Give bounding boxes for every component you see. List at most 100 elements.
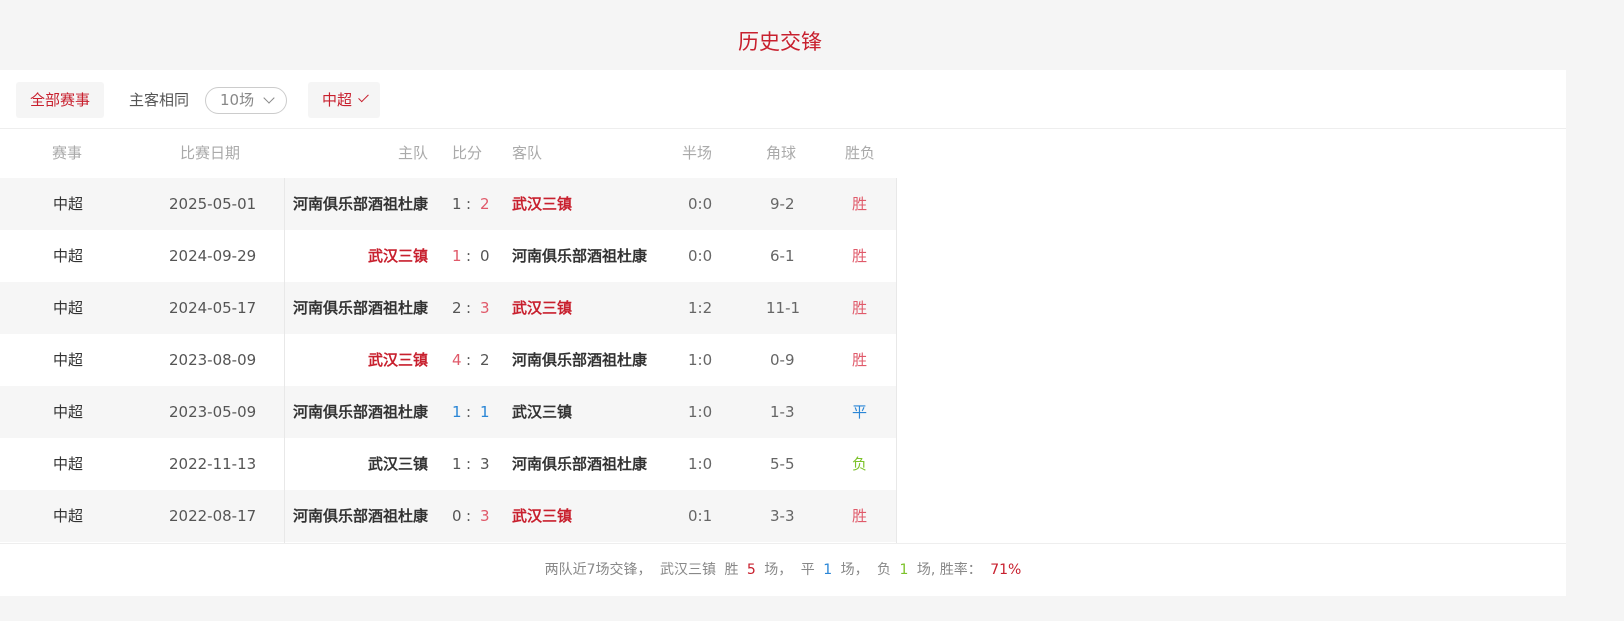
result-cell: 胜 bbox=[852, 247, 868, 265]
away-score: 2 bbox=[480, 195, 490, 213]
summary-team: 武汉三镇 bbox=[660, 562, 717, 578]
divider bbox=[284, 178, 285, 543]
corners-cell: 1-3 bbox=[770, 403, 795, 421]
summary-unit: 场, 胜率： bbox=[916, 562, 982, 578]
halftime-cell: 1:0 bbox=[688, 351, 713, 369]
score-separator: : bbox=[466, 455, 472, 473]
date-cell: 2022-08-17 bbox=[169, 507, 257, 525]
home-score: 2 bbox=[452, 299, 462, 317]
page-title: 历史交锋 bbox=[738, 30, 822, 54]
home-team-cell: 河南俱乐部酒祖杜康 bbox=[292, 507, 428, 525]
match-count-select[interactable]: 10场 bbox=[205, 87, 287, 114]
result-cell: 平 bbox=[852, 403, 868, 421]
column-header: 客队 bbox=[512, 144, 543, 162]
table-header: 赛事 比赛日期 主队 比分 客队 半场 角球 胜负 bbox=[0, 129, 897, 178]
home-score: 0 bbox=[452, 507, 462, 525]
away-score: 2 bbox=[480, 351, 490, 369]
date-cell: 2023-08-09 bbox=[169, 351, 257, 369]
home-score: 1 bbox=[452, 403, 462, 421]
away-team-cell: 河南俱乐部酒祖杜康 bbox=[512, 351, 648, 369]
divider bbox=[896, 178, 897, 543]
table-row[interactable]: 中超 2022-11-13 武汉三镇 1:3 河南俱乐部酒祖杜康 1:0 5-5 负 bbox=[0, 438, 897, 490]
away-team-cell: 武汉三镇 bbox=[512, 299, 573, 317]
away-score: 3 bbox=[480, 455, 490, 473]
halftime-cell: 0:0 bbox=[688, 195, 713, 213]
corners-cell: 5-5 bbox=[770, 455, 795, 473]
away-score: 0 bbox=[480, 247, 490, 265]
league-cell: 中超 bbox=[53, 247, 84, 265]
league-cell: 中超 bbox=[53, 455, 84, 473]
result-cell: 负 bbox=[852, 455, 868, 473]
match-count-value: 10场 bbox=[220, 91, 255, 109]
column-header: 主队 bbox=[397, 144, 428, 162]
away-team-cell: 武汉三镇 bbox=[512, 195, 573, 213]
score-separator: : bbox=[466, 195, 472, 213]
home-team-cell: 武汉三镇 bbox=[367, 351, 428, 369]
result-cell: 胜 bbox=[852, 507, 868, 525]
corners-cell: 11-1 bbox=[766, 299, 801, 317]
table-row[interactable]: 中超 2023-08-09 武汉三镇 4:2 河南俱乐部酒祖杜康 1:0 0-9 胜 bbox=[0, 334, 897, 386]
summary-loss-label: 负 bbox=[877, 562, 892, 578]
column-header: 半场 bbox=[682, 144, 713, 162]
date-cell: 2023-05-09 bbox=[169, 403, 257, 421]
score-separator: : bbox=[466, 507, 472, 525]
date-cell: 2022-11-13 bbox=[169, 455, 257, 473]
result-cell: 胜 bbox=[852, 299, 868, 317]
halftime-cell: 0:1 bbox=[688, 507, 713, 525]
away-team-cell: 武汉三镇 bbox=[512, 403, 573, 421]
summary-win-rate: 71% bbox=[990, 562, 1022, 578]
table-row[interactable]: 中超 2024-05-17 河南俱乐部酒祖杜康 2:3 武汉三镇 1:2 11-1 胜 bbox=[0, 282, 897, 334]
summary-wins: 5 bbox=[746, 562, 756, 578]
home-team-cell: 武汉三镇 bbox=[367, 455, 428, 473]
table-row[interactable]: 中超 2025-05-01 河南俱乐部酒祖杜康 1:2 武汉三镇 0:0 9-2 胜 bbox=[0, 178, 897, 230]
league-filter-label: 中超 bbox=[322, 91, 353, 109]
column-header: 赛事 bbox=[52, 144, 83, 162]
league-cell: 中超 bbox=[53, 299, 84, 317]
date-cell: 2025-05-01 bbox=[169, 195, 257, 213]
halftime-cell: 0:0 bbox=[688, 247, 713, 265]
score-separator: : bbox=[466, 299, 472, 317]
table-row[interactable]: 中超 2023-05-09 河南俱乐部酒祖杜康 1:1 武汉三镇 1:0 1-3 平 bbox=[0, 386, 897, 438]
home-score: 4 bbox=[452, 351, 462, 369]
summary-win-label: 胜 bbox=[724, 562, 739, 578]
league-cell: 中超 bbox=[53, 403, 84, 421]
score-separator: : bbox=[466, 247, 472, 265]
home-team-cell: 河南俱乐部酒祖杜康 bbox=[292, 195, 428, 213]
home-score: 1 bbox=[452, 455, 462, 473]
summary: 两队近7场交锋， 武汉三镇 胜 5 场， 平 1 场， 负 1 场, 胜率： 7… bbox=[0, 543, 1566, 596]
league-cell: 中超 bbox=[53, 195, 84, 213]
corners-cell: 6-1 bbox=[770, 247, 795, 265]
date-cell: 2024-05-17 bbox=[169, 299, 257, 317]
summary-draw-label: 平 bbox=[800, 562, 815, 578]
halftime-cell: 1:0 bbox=[688, 455, 713, 473]
home-team-cell: 河南俱乐部酒祖杜康 bbox=[292, 299, 428, 317]
date-cell: 2024-09-29 bbox=[169, 247, 257, 265]
home-team-cell: 武汉三镇 bbox=[367, 247, 428, 265]
home-score: 1 bbox=[452, 195, 462, 213]
away-team-cell: 河南俱乐部酒祖杜康 bbox=[512, 455, 648, 473]
league-filter-button[interactable]: 中超 bbox=[308, 82, 380, 118]
result-cell: 胜 bbox=[852, 351, 868, 369]
column-header: 角球 bbox=[766, 144, 797, 162]
column-header: 胜负 bbox=[845, 144, 876, 162]
summary-unit: 场， bbox=[764, 562, 793, 578]
column-header: 比赛日期 bbox=[180, 144, 241, 162]
away-score: 1 bbox=[480, 403, 490, 421]
score-separator: : bbox=[466, 403, 472, 421]
away-team-cell: 武汉三镇 bbox=[512, 507, 573, 525]
away-score: 3 bbox=[480, 299, 490, 317]
score-separator: : bbox=[466, 351, 472, 369]
all-competitions-button[interactable]: 全部赛事 bbox=[16, 82, 105, 118]
halftime-cell: 1:2 bbox=[688, 299, 713, 317]
home-team-cell: 河南俱乐部酒祖杜康 bbox=[292, 403, 428, 421]
table-row[interactable]: 中超 2022-08-17 河南俱乐部酒祖杜康 0:3 武汉三镇 0:1 3-3 胜 bbox=[0, 490, 897, 542]
corners-cell: 3-3 bbox=[770, 507, 795, 525]
corners-cell: 0-9 bbox=[770, 351, 795, 369]
league-cell: 中超 bbox=[53, 351, 84, 369]
same-home-away-toggle[interactable]: 主客相同 bbox=[129, 91, 190, 109]
table-row[interactable]: 中超 2024-09-29 武汉三镇 1:0 河南俱乐部酒祖杜康 0:0 6-1 胜 bbox=[0, 230, 897, 282]
check-icon bbox=[357, 91, 369, 103]
home-score: 1 bbox=[452, 247, 462, 265]
column-header: 比分 bbox=[452, 144, 483, 162]
summary-losses: 1 bbox=[899, 562, 909, 578]
